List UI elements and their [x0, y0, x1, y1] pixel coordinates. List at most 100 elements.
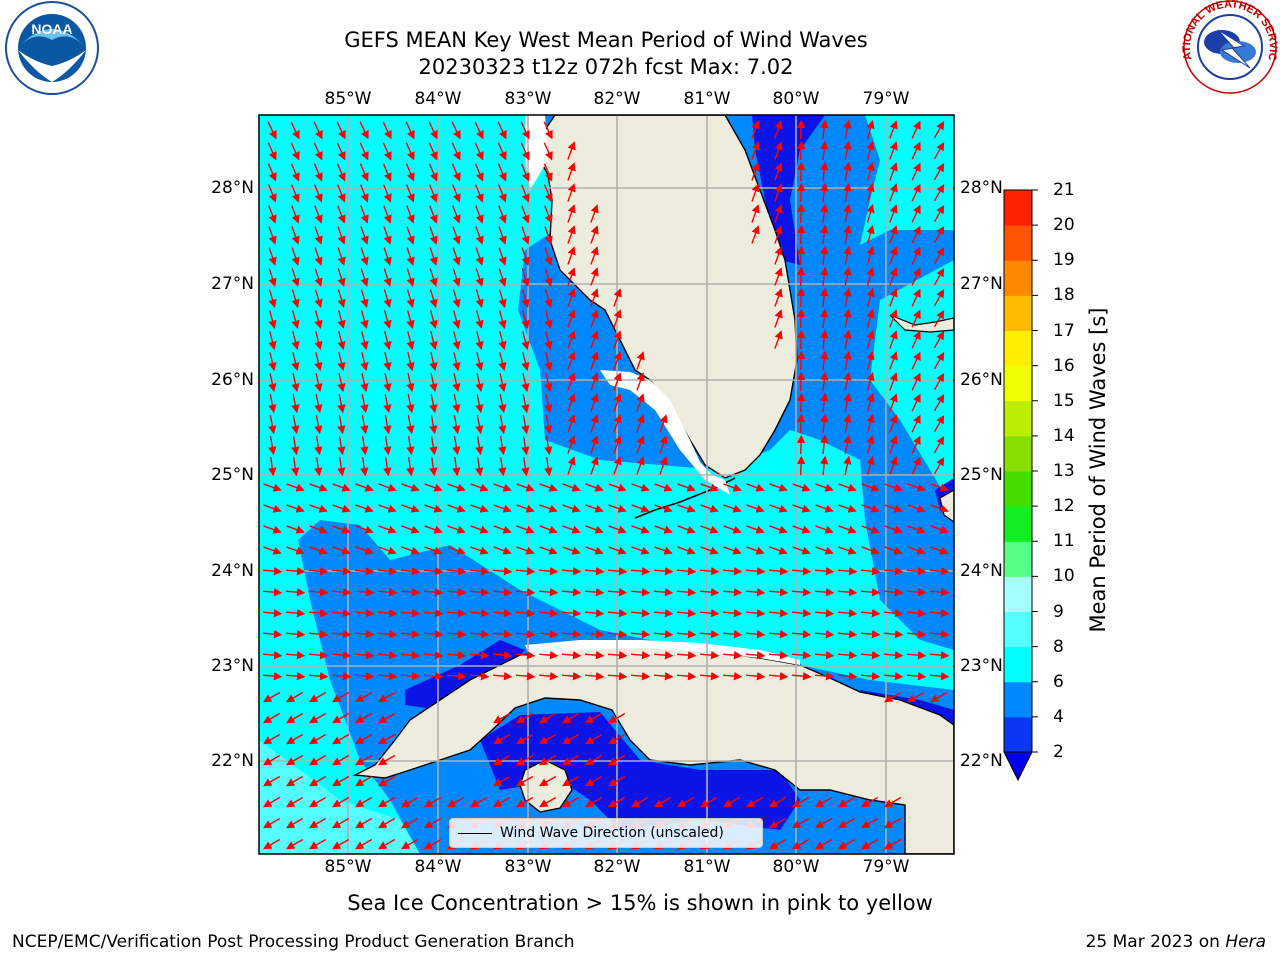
wind-wave-arrow: [584, 566, 605, 576]
wind-wave-arrow: [933, 204, 945, 223]
wind-wave-arrow: [521, 394, 530, 414]
wind-wave-arrow: [337, 415, 346, 435]
wind-wave-arrow: [567, 456, 576, 475]
wind-wave-arrow: [884, 546, 903, 555]
wind-wave-arrow: [452, 456, 461, 477]
wind-wave-arrow: [791, 587, 812, 597]
wind-wave-arrow: [354, 587, 375, 597]
wind-wave-arrow: [820, 371, 829, 392]
wind-wave-arrow: [636, 414, 645, 433]
wind-wave-arrow: [722, 629, 743, 639]
wind-wave-arrow: [561, 796, 580, 808]
wind-wave-arrow: [543, 142, 553, 161]
wind-wave-arrow: [538, 566, 559, 576]
wind-wave-arrow: [843, 203, 852, 223]
wind-wave-arrow: [331, 587, 352, 597]
wind-wave-arrow: [291, 184, 300, 203]
wind-wave-arrow: [843, 161, 852, 181]
wind-wave-arrow: [406, 247, 415, 266]
wind-wave-arrow: [722, 796, 741, 808]
wind-wave-arrow: [452, 226, 461, 245]
lon-tick-bottom: 82°W: [593, 857, 641, 877]
wind-wave-arrow: [883, 796, 902, 808]
wind-wave-arrow: [866, 204, 875, 223]
wind-wave-arrow: [700, 483, 719, 492]
footer-date-text: 25 Mar 2023 on: [1085, 932, 1226, 952]
wind-wave-arrow: [723, 546, 742, 555]
wind-wave-arrow: [722, 587, 743, 597]
wind-wave-arrow: [796, 392, 806, 413]
wind-wave-arrow: [268, 456, 277, 477]
wind-wave-arrow: [906, 566, 927, 576]
wind-wave-arrow: [262, 796, 281, 808]
wind-wave-arrow: [520, 121, 530, 140]
wind-wave-arrow: [933, 309, 945, 328]
wind-wave-arrow: [584, 775, 603, 787]
wind-wave-arrow: [774, 330, 783, 349]
wind-wave-arrow: [285, 608, 306, 618]
wind-wave-arrow: [814, 608, 835, 618]
wind-wave-arrow: [838, 483, 857, 492]
wind-wave-arrow: [538, 629, 559, 639]
wind-wave-arrow: [331, 733, 350, 745]
wind-wave-arrow: [285, 733, 304, 745]
wind-wave-arrow: [843, 245, 852, 265]
wind-wave-arrow: [544, 205, 553, 224]
wind-wave-arrow: [630, 671, 651, 681]
wind-wave-arrow: [608, 504, 627, 513]
wind-wave-arrow: [796, 413, 806, 434]
colorbar-tick-label: 13: [1053, 461, 1075, 481]
wind-wave-arrow: [837, 587, 858, 597]
wind-wave-arrow: [331, 838, 350, 850]
wind-wave-arrow: [383, 184, 392, 203]
wind-wave-arrow: [360, 310, 369, 330]
wind-wave-arrow: [933, 456, 945, 475]
lat-tick-right: 26°N: [960, 370, 1003, 390]
wind-wave-arrow: [607, 754, 626, 766]
wind-wave-arrow: [400, 629, 421, 639]
wind-wave-arrow: [406, 310, 415, 330]
wind-wave-arrow: [837, 629, 858, 639]
wind-wave-arrow: [631, 483, 650, 492]
wind-wave-arrow: [884, 525, 903, 534]
lat-tick-right: 28°N: [960, 178, 1003, 198]
wind-wave-arrow: [378, 546, 397, 555]
wind-wave-arrow: [907, 546, 926, 555]
wind-wave-arrow: [630, 796, 649, 808]
wind-wave-arrow: [469, 671, 490, 681]
wind-wave-arrow: [309, 546, 328, 555]
wind-wave-arrow: [452, 436, 461, 456]
lon-tick-bottom: 84°W: [414, 857, 462, 877]
wind-wave-arrow: [883, 629, 904, 639]
wind-wave-arrow: [608, 525, 627, 534]
wind-wave-arrow: [337, 331, 346, 351]
nws-logo: NATIONAL WEATHER SERVICE: [0, 0, 1279, 94]
wind-wave-arrow: [377, 838, 396, 850]
wind-wave-arrow: [516, 483, 535, 492]
wind-wave-arrow: [498, 289, 507, 308]
wind-wave-arrow: [521, 436, 530, 456]
wind-wave-arrow: [285, 691, 304, 703]
wind-wave-arrow: [584, 733, 603, 745]
wind-wave-arrow: [355, 504, 374, 513]
wind-wave-arrow: [406, 289, 415, 308]
wind-wave-arrow: [429, 226, 438, 245]
wind-wave-arrow: [521, 456, 530, 477]
wind-wave-arrow: [313, 163, 323, 182]
wind-wave-arrow: [906, 691, 925, 703]
wind-wave-arrow: [933, 246, 945, 265]
wind-wave-arrow: [751, 183, 760, 202]
wind-wave-arrow: [308, 671, 329, 681]
wind-wave-arrow: [383, 373, 392, 393]
wind-wave-arrow: [933, 120, 945, 139]
wind-wave-arrow: [820, 287, 829, 308]
wind-wave-arrow: [337, 289, 346, 308]
wind-wave-arrow: [331, 775, 350, 787]
wind-wave-arrow: [538, 754, 557, 766]
wind-wave-arrow: [700, 504, 719, 513]
wind-wave-arrow: [262, 587, 283, 597]
nodata-strip-cuba: [525, 640, 800, 665]
wind-wave-arrow: [337, 205, 346, 224]
wind-wave-arrow: [469, 608, 490, 618]
wind-wave-arrow: [429, 205, 438, 224]
